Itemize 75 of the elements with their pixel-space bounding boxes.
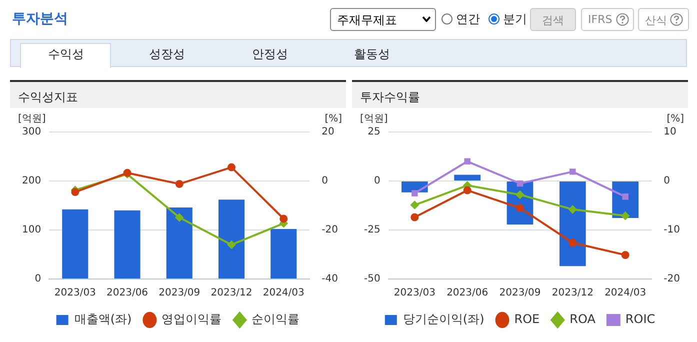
y-tick-label: 0 <box>34 274 42 285</box>
point <box>621 212 630 220</box>
bar <box>114 210 140 278</box>
point <box>621 250 630 259</box>
y-tick-label: 100 <box>22 224 42 236</box>
legend-label: 당기순이익(좌) <box>402 312 484 326</box>
chart-title: 수익성지표 <box>10 80 346 108</box>
legend-label: ROA <box>570 312 596 326</box>
y-tick-label: 0 <box>374 176 380 187</box>
text: 수익성 <box>48 46 84 63</box>
text: 성장성 <box>149 46 185 63</box>
legend-label: 순이익률 <box>252 312 300 326</box>
x-tick-label: 2023/12 <box>210 288 252 299</box>
y-axis-title: [억원] <box>18 114 46 125</box>
y-tick-label: -25 <box>364 224 380 236</box>
legend-label: ROE <box>514 312 540 326</box>
x-tick-label: 2024/03 <box>604 288 646 299</box>
point <box>463 186 472 194</box>
text: 분기 <box>503 11 527 28</box>
point <box>280 214 288 223</box>
point <box>412 190 418 196</box>
x-tick-label: 2023/12 <box>552 288 594 299</box>
point <box>227 240 236 249</box>
text: 주재무제표 <box>337 13 397 27</box>
x-tick-label: 2023/06 <box>446 288 488 299</box>
y2-tick-label: -20 <box>322 224 338 236</box>
point <box>175 214 184 222</box>
point <box>516 190 524 199</box>
point <box>410 201 419 210</box>
point <box>568 238 577 247</box>
y2-tick-label: -20 <box>664 274 680 285</box>
x-tick-label: 2023/06 <box>106 288 148 299</box>
y-tick-label: 200 <box>22 176 42 187</box>
text: 연간 <box>456 11 480 28</box>
legend-label: 영업이익률 <box>162 312 222 326</box>
point <box>464 158 470 165</box>
point <box>175 180 184 188</box>
bar <box>166 207 192 278</box>
point <box>516 204 524 212</box>
point <box>622 194 628 200</box>
x-tick-label: 2024/03 <box>262 288 304 299</box>
y2-axis-title: [%] <box>666 114 684 125</box>
chart-title: 투자수익률 <box>352 80 688 108</box>
text: 활동성 <box>354 46 390 63</box>
y2-tick-label: 20 <box>322 126 334 138</box>
x-tick-label: 2023/09 <box>499 288 541 299</box>
x-tick-label: 2023/03 <box>54 288 96 299</box>
y2-tick-label: 0 <box>664 176 670 187</box>
point <box>568 205 577 214</box>
y-tick-label: 300 <box>22 126 42 138</box>
bar <box>62 209 88 278</box>
y-tick-label: 25 <box>368 126 380 138</box>
legend-label: 매출액(좌) <box>74 312 132 326</box>
text: 안정성 <box>252 46 288 63</box>
point <box>516 180 524 187</box>
y-tick-label: -50 <box>364 274 380 285</box>
y2-tick-label: 0 <box>322 176 328 187</box>
y2-tick-label: -10 <box>664 224 680 236</box>
point <box>410 213 419 222</box>
bar <box>270 229 297 278</box>
x-tick-label: 2023/09 <box>158 288 200 299</box>
y2-axis-title: [%] <box>324 114 342 125</box>
point <box>227 163 236 172</box>
y-axis-title: [억원] <box>360 114 388 125</box>
y2-tick-label: 10 <box>664 126 676 138</box>
bar <box>218 200 245 278</box>
y2-tick-label: -40 <box>322 274 338 285</box>
text: 검색 <box>530 8 576 31</box>
text: 산식 <box>645 14 667 27</box>
point <box>570 168 576 175</box>
text: IFRS <box>588 13 612 26</box>
legend-label: ROIC <box>625 312 656 326</box>
point <box>71 188 80 196</box>
x-tick-label: 2023/03 <box>394 288 436 299</box>
text: 투자분석 <box>12 10 68 28</box>
